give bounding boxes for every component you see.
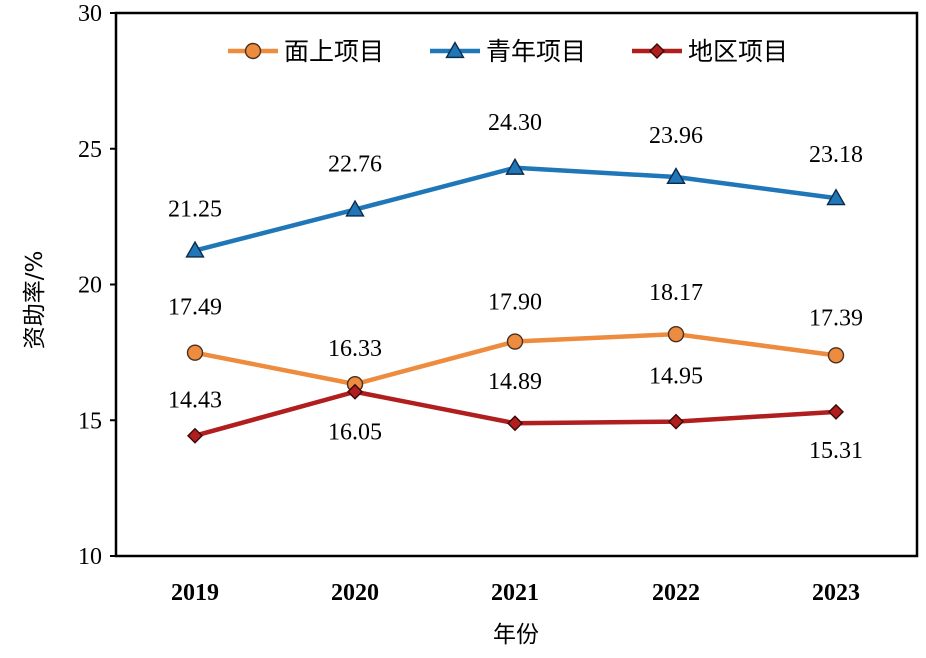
data-point — [666, 167, 686, 185]
data-label: 14.89 — [488, 369, 542, 395]
data-label: 17.90 — [488, 290, 542, 316]
data-label: 17.39 — [809, 305, 863, 331]
data-labels: 17.49 16.33 17.90 18.17 17.39 21.25 22.76 24.30… — [168, 110, 863, 464]
data-label: 15.31 — [809, 438, 863, 464]
x-tick-label: 2020 — [331, 580, 379, 606]
x-tick-label: 2023 — [812, 580, 860, 606]
data-label: 22.76 — [328, 152, 382, 178]
data-point — [827, 347, 845, 364]
legend: 面上项目 青年项目 地区项目 — [228, 37, 788, 66]
data-label: 14.43 — [168, 388, 222, 414]
data-point — [667, 325, 685, 343]
data-label: 23.18 — [809, 142, 863, 168]
y-axis-title: 资助率/% — [22, 251, 48, 350]
data-point — [345, 199, 365, 217]
legend-label: 青年项目 — [486, 37, 586, 66]
data-label: 18.17 — [649, 280, 703, 306]
data-point — [826, 188, 846, 206]
data-label: 16.33 — [328, 336, 382, 362]
data-point — [187, 427, 203, 444]
data-point — [507, 415, 523, 432]
data-point — [505, 157, 525, 175]
x-tick-label: 2019 — [171, 580, 219, 606]
y-tick-label: 15 — [78, 408, 102, 434]
y-tick-label: 20 — [78, 273, 102, 299]
legend-marker — [445, 41, 465, 59]
data-point — [347, 383, 363, 400]
x-tick-label: 2021 — [491, 580, 539, 606]
data-point — [668, 413, 684, 430]
y-tick-label: 30 — [78, 1, 102, 27]
legend-label: 面上项目 — [284, 37, 384, 66]
data-label: 23.96 — [649, 123, 703, 149]
legend-marker — [649, 43, 665, 59]
data-label: 21.25 — [168, 197, 222, 223]
legend-label: 地区项目 — [688, 37, 788, 66]
x-tick-label: 2022 — [652, 580, 700, 606]
plot-area — [114, 11, 919, 558]
y-tick-label: 25 — [78, 137, 102, 163]
data-point — [828, 403, 844, 420]
series-layer — [185, 157, 846, 444]
data-point — [185, 240, 205, 258]
x-axis-ticks: 2019 2020 2021 2022 2023 — [171, 580, 860, 606]
data-label: 14.95 — [649, 364, 703, 390]
x-axis-title: 年份 — [493, 622, 539, 648]
data-point — [186, 344, 204, 361]
legend-marker — [244, 42, 262, 60]
y-tick-label: 10 — [78, 544, 102, 570]
data-label: 17.49 — [168, 295, 222, 321]
data-label: 16.05 — [328, 420, 382, 446]
data-label: 24.30 — [488, 110, 542, 136]
y-axis-ticks: 10 15 20 25 30 — [78, 1, 116, 570]
data-point — [506, 333, 524, 350]
